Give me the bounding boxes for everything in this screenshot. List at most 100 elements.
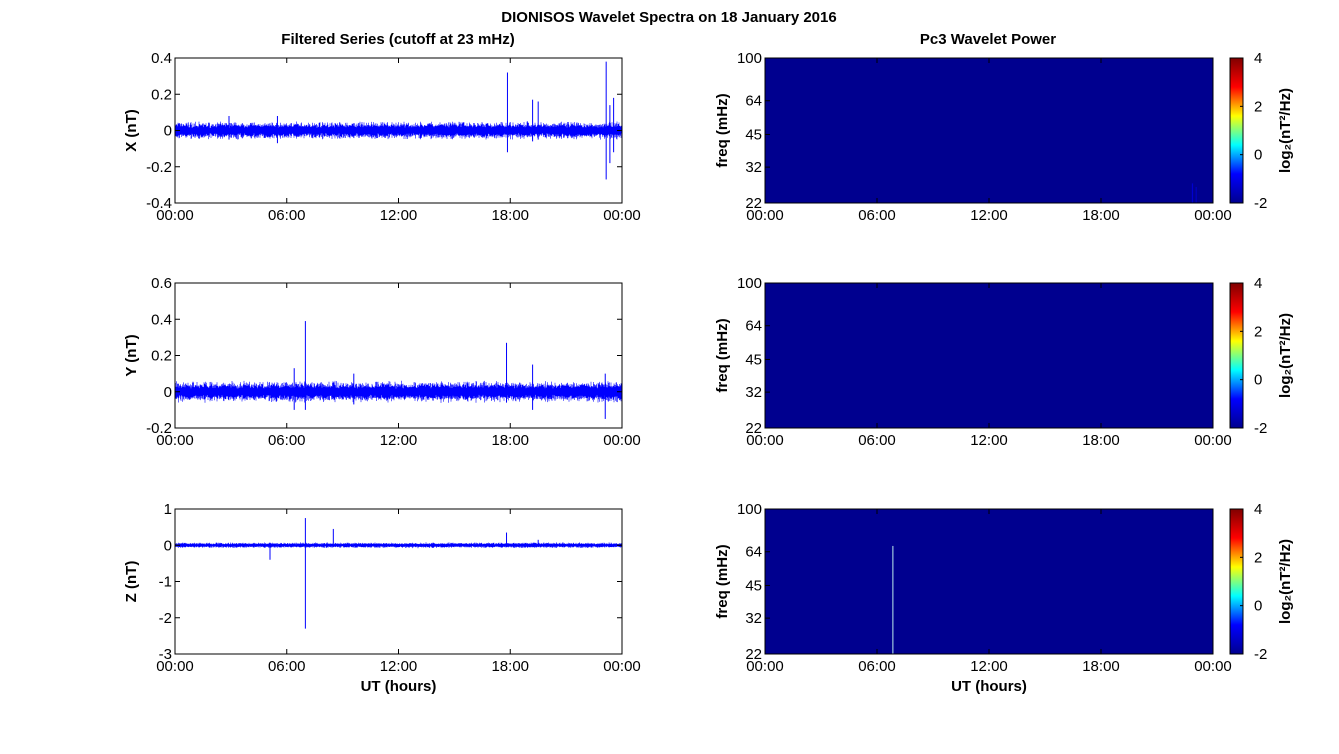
wavelet-x-tick-label: 12:00 (970, 207, 1008, 224)
timeseries-x-tick-label: 00:00 (603, 658, 641, 675)
y-tick-label: 0 (164, 537, 172, 554)
y-tick-label: 0.2 (151, 86, 172, 103)
wavelet-x-tick-label: 18:00 (1082, 432, 1120, 449)
y-tick-label: 45 (745, 126, 762, 143)
colorbar-gradient (1229, 57, 1244, 204)
timeseries-x-tick-label: 12:00 (380, 207, 418, 224)
colorbar-label: log₂(nT²/Hz) (1277, 88, 1294, 173)
power-heatmap (765, 58, 1213, 203)
colorbar-tick-label: 4 (1254, 275, 1262, 292)
colorbar-tick-label: -2 (1254, 420, 1267, 437)
y-tick-label: 32 (745, 610, 762, 627)
x-axis-label: UT (hours) (361, 678, 437, 695)
colorbar-tick-label: 0 (1254, 598, 1262, 615)
y-tick-label: 22 (745, 420, 762, 437)
y-tick-label: -0.2 (146, 159, 172, 176)
y-axis-label: freq (mHz) (714, 544, 731, 618)
y-tick-label: -0.4 (146, 195, 172, 212)
left-column-title: Filtered Series (cutoff at 23 mHz) (281, 31, 514, 48)
colorbar-label: log₂(nT²/Hz) (1277, 539, 1294, 624)
y-tick-label: -3 (159, 646, 172, 663)
wavelet-x-tick-label: 06:00 (858, 432, 896, 449)
timeseries-x-tick-label: 06:00 (268, 432, 306, 449)
wavelet-panel-2: 22 32 45 64 100 00:00 06:00 12:00 18:00 00:00 freq… (714, 275, 1294, 449)
y-tick-label: 100 (737, 501, 762, 518)
y-tick-label: 1 (164, 501, 172, 518)
y-tick-label: 0 (164, 384, 172, 401)
y-tick-label: 0.2 (151, 348, 172, 365)
timeseries-x-tick-label: 00:00 (603, 207, 641, 224)
y-tick-label: 0 (164, 123, 172, 140)
wavelet-x-tick-label: 18:00 (1082, 658, 1120, 675)
y-axis-label: Y (nT) (123, 334, 140, 376)
timeseries-x-tick-label: 12:00 (380, 432, 418, 449)
timeseries-x-tick-label: 18:00 (491, 207, 529, 224)
y-tick-label: 32 (745, 384, 762, 401)
y-tick-label: 0.4 (151, 311, 172, 328)
timeseries-x-tick-label: 12:00 (380, 658, 418, 675)
y-tick-label: 100 (737, 275, 762, 292)
y-tick-label: 22 (745, 646, 762, 663)
y-tick-label: 32 (745, 159, 762, 176)
y-axis-label: freq (mHz) (714, 318, 731, 392)
colorbar-label: log₂(nT²/Hz) (1277, 313, 1294, 398)
timeseries-x-tick-label: 06:00 (268, 207, 306, 224)
wavelet-x-tick-label: 12:00 (970, 432, 1008, 449)
y-tick-label: 64 (745, 544, 762, 561)
wavelet-x-tick-label: 06:00 (858, 658, 896, 675)
colorbar-gradient (1229, 508, 1244, 655)
y-tick-label: 64 (745, 318, 762, 335)
timeseries-panel-z: -3 -2 -1 0 1 00:00 06:00 12:00 18:00 00:00 Z (nT) U… (123, 501, 641, 695)
wavelet-x-tick-label: 00:00 (1194, 658, 1232, 675)
colorbar-gradient (1229, 282, 1244, 429)
colorbar-tick-label: 2 (1254, 549, 1262, 566)
wavelet-x-tick-label: 00:00 (746, 432, 784, 449)
wavelet-x-tick-label: 00:00 (1194, 432, 1232, 449)
timeseries-x-tick-label: 18:00 (491, 432, 529, 449)
y-tick-label: -0.2 (146, 420, 172, 437)
y-tick-label: 22 (745, 195, 762, 212)
wavelet-panel-1: 22 32 45 64 100 00:00 06:00 12:00 18:00 00:00 freq… (714, 50, 1294, 224)
timeseries-x-tick-label: 06:00 (268, 658, 306, 675)
right-column-title: Pc3 Wavelet Power (920, 31, 1056, 48)
y-axis-label: freq (mHz) (714, 93, 731, 167)
plot-area (175, 283, 622, 428)
wavelet-x-tick-label: 00:00 (746, 658, 784, 675)
y-tick-label: 45 (745, 351, 762, 368)
power-heatmap (765, 283, 1213, 428)
figure-title: DIONISOS Wavelet Spectra on 18 January 2… (501, 9, 836, 26)
colorbar: -2 0 2 4 log₂(nT²/Hz) (1229, 275, 1294, 437)
timeseries-x-tick-label: 00:00 (156, 432, 194, 449)
timeseries-x-tick-label: 00:00 (156, 658, 194, 675)
colorbar-tick-label: 0 (1254, 372, 1262, 389)
x-axis-label: UT (hours) (951, 678, 1027, 695)
colorbar-tick-label: 2 (1254, 98, 1262, 115)
wavelet-panel-3: 22 32 45 64 100 00:00 06:00 12:00 18:00 00:00 freq… (714, 501, 1294, 695)
colorbar: -2 0 2 4 log₂(nT²/Hz) (1229, 501, 1294, 663)
y-tick-label: 0.6 (151, 275, 172, 292)
colorbar-tick-label: 0 (1254, 147, 1262, 164)
power-heatmap (765, 509, 1213, 654)
y-axis-label: Z (nT) (123, 561, 140, 603)
y-tick-label: 64 (745, 93, 762, 110)
timeseries-panel-y: -0.2 0 0.2 0.4 0.6 00:00 06:00 12:00 18:00 00:00 Y… (123, 275, 641, 449)
wavelet-x-tick-label: 12:00 (970, 658, 1008, 675)
colorbar-tick-label: 4 (1254, 50, 1262, 67)
timeseries-x-tick-label: 18:00 (491, 658, 529, 675)
timeseries-x-tick-label: 00:00 (156, 207, 194, 224)
timeseries-panel-x: -0.4 -0.2 0 0.2 0.4 00:00 06:00 12:00 18:00 00:00… (123, 50, 641, 224)
y-tick-label: 100 (737, 50, 762, 67)
colorbar-tick-label: -2 (1254, 646, 1267, 663)
y-tick-label: 45 (745, 577, 762, 594)
y-axis-label: X (nT) (123, 109, 140, 152)
y-tick-label: -1 (159, 574, 172, 591)
timeseries-x-tick-label: 00:00 (603, 432, 641, 449)
colorbar: -2 0 2 4 log₂(nT²/Hz) (1229, 50, 1294, 212)
colorbar-tick-label: -2 (1254, 195, 1267, 212)
y-tick-label: 0.4 (151, 50, 172, 67)
colorbar-tick-label: 4 (1254, 501, 1262, 518)
y-tick-label: -2 (159, 610, 172, 627)
wavelet-x-tick-label: 00:00 (1194, 207, 1232, 224)
wavelet-x-tick-label: 00:00 (746, 207, 784, 224)
